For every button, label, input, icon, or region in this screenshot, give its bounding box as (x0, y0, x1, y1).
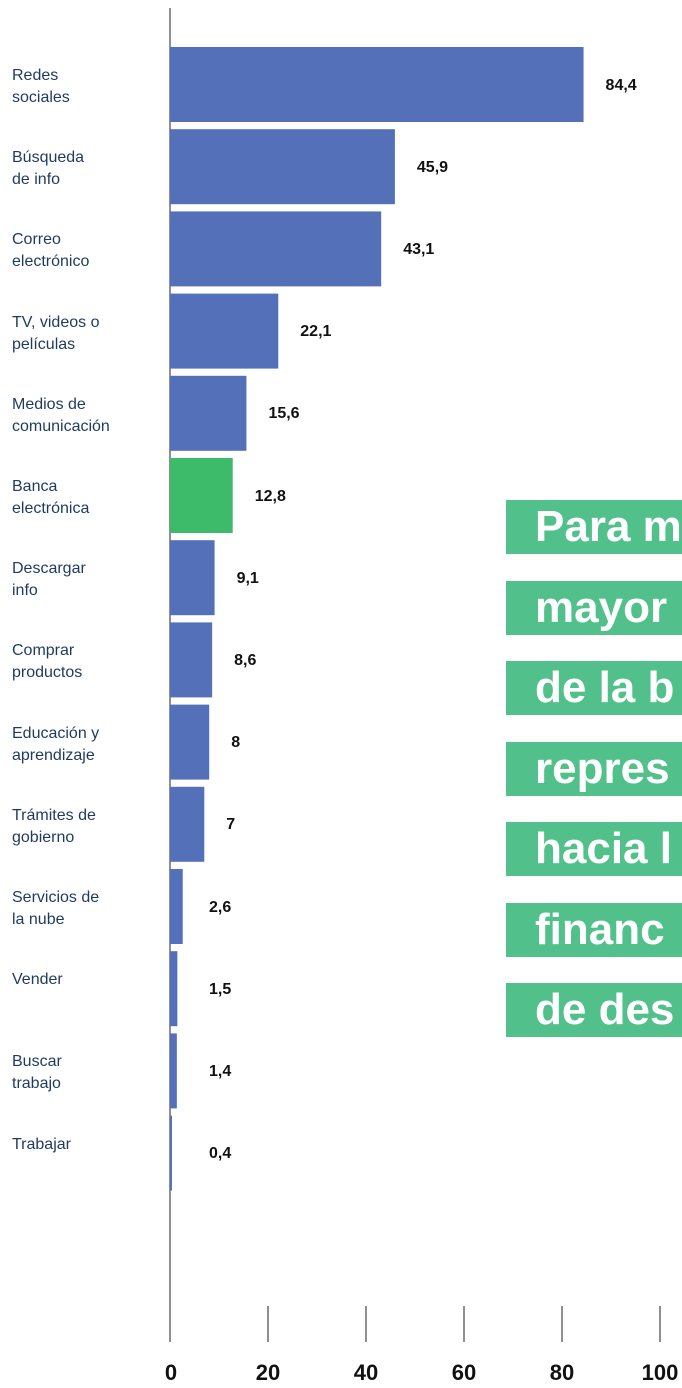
annotation-line: de la b (506, 661, 682, 715)
category-label: Trabajar (12, 1135, 71, 1153)
value-label: 43,1 (403, 240, 435, 258)
category-label: Descargar info (12, 560, 86, 600)
category-label: Medios de comunicación (12, 395, 110, 435)
x-tick-label: 60 (451, 1360, 477, 1385)
category-label: Banca electrónica (12, 478, 90, 517)
bar (170, 211, 382, 287)
value-label: 22,1 (300, 323, 332, 341)
bar (170, 704, 210, 780)
value-label: 1,5 (209, 980, 232, 998)
category-label: Vender (12, 971, 63, 989)
x-tick-label: 80 (549, 1360, 575, 1385)
value-label: 84,4 (605, 76, 637, 94)
bar (170, 786, 205, 862)
bar (170, 458, 233, 533)
annotation-line: hacia l (506, 822, 682, 876)
value-label: 15,6 (268, 405, 300, 423)
annotation-line: repres (506, 741, 682, 796)
annotation-line: de des (506, 983, 682, 1037)
category-label: Servicios de la nube (12, 889, 100, 928)
bar (170, 129, 395, 205)
bar (170, 951, 178, 1027)
value-label: 8 (231, 734, 241, 752)
value-label: 9,1 (236, 569, 259, 587)
value-label: 8,6 (234, 651, 257, 669)
bar (170, 47, 584, 122)
value-label: 2,6 (209, 898, 232, 916)
annotation-line: Para m (506, 500, 682, 554)
category-label: Educación y aprendizaje (12, 724, 100, 764)
x-tick-label: 100 (641, 1360, 679, 1385)
bar (170, 540, 215, 616)
category-label: Correo electrónico (12, 231, 90, 271)
category-label: TV, videos o películas (12, 313, 100, 353)
annotation-line: financ (506, 902, 682, 957)
annotation-line: mayor (506, 580, 682, 635)
x-tick-label: 20 (255, 1360, 281, 1385)
bar (170, 869, 183, 944)
bar (170, 375, 247, 451)
value-label: 7 (226, 816, 236, 834)
category-label: Buscar trabajo (12, 1053, 62, 1093)
bar (170, 1115, 172, 1191)
bar (170, 1033, 177, 1109)
value-label: 45,9 (416, 158, 449, 176)
value-label: 12,8 (254, 487, 286, 505)
x-tick-label: 0 (164, 1360, 178, 1385)
category-label: Redes sociales (12, 67, 70, 106)
value-label: 0,4 (209, 1145, 232, 1163)
category-label: Búsqueda de info (12, 149, 85, 189)
category-label: Comprar productos (12, 642, 83, 682)
x-tick-label: 40 (353, 1360, 379, 1385)
category-label: Trámites de gobierno (12, 806, 96, 846)
bar (170, 622, 213, 698)
bar (170, 293, 279, 369)
value-label: 1,4 (209, 1062, 232, 1080)
